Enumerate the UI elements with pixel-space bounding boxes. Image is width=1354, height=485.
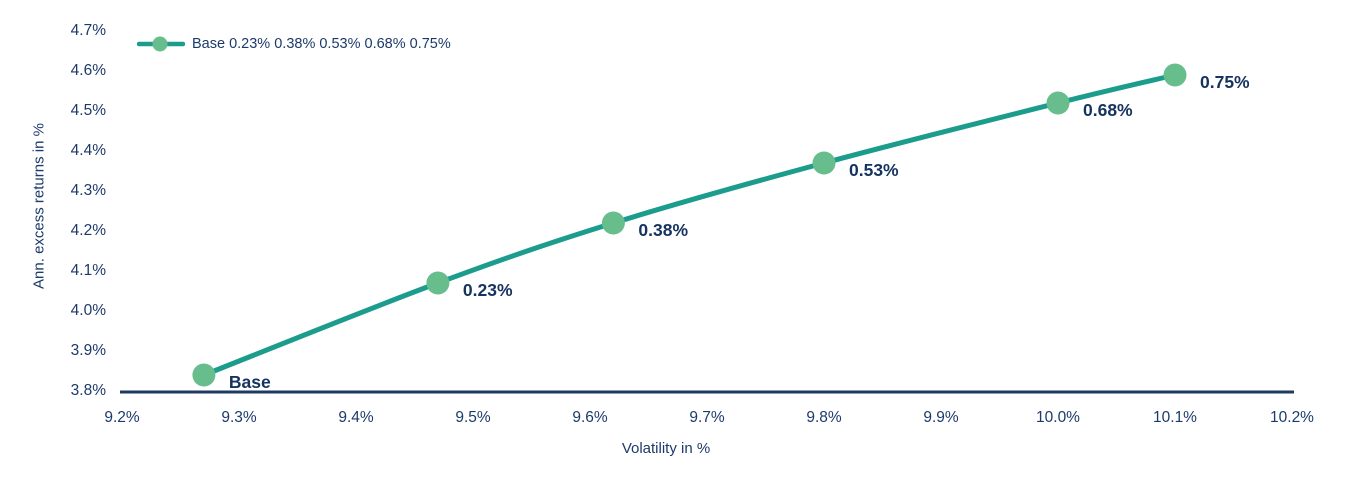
data-point-marker <box>192 363 216 387</box>
y-tick-label: 4.0% <box>70 302 106 319</box>
x-axis-title: Volatility in % <box>621 440 711 457</box>
y-tick-label: 4.4% <box>70 142 106 159</box>
x-tick-label: 9.7% <box>689 409 725 426</box>
data-point-label: 0.68% <box>1083 100 1133 120</box>
data-point-marker <box>812 151 836 175</box>
data-point-marker <box>601 211 625 235</box>
y-tick-label: 4.2% <box>70 222 106 239</box>
x-tick-label: 10.1% <box>1153 409 1197 426</box>
x-tick-label: 9.2% <box>104 409 140 426</box>
legend: Base 0.23% 0.38% 0.53% 0.68% 0.75% <box>137 35 451 53</box>
data-point-label: Base <box>228 372 271 392</box>
data-point-label: 0.23% <box>462 280 513 300</box>
y-tick-label: 3.9% <box>70 342 106 359</box>
series-line <box>201 72 1178 378</box>
x-tick-label: 10.0% <box>1036 409 1080 426</box>
x-tick-label: 9.6% <box>572 409 608 426</box>
x-tick-label: 9.9% <box>923 409 959 426</box>
data-point-label: 0.75% <box>1200 72 1250 92</box>
data-point-label: 0.53% <box>849 160 899 180</box>
y-tick-label: 4.1% <box>70 262 106 279</box>
y-tick-label: 4.6% <box>70 62 106 79</box>
x-tick-label: 9.8% <box>806 409 842 426</box>
data-point-marker <box>426 271 450 295</box>
y-tick-label: 4.7% <box>70 22 106 39</box>
data-point-marker <box>1046 91 1070 115</box>
y-tick-label: 4.5% <box>70 102 106 119</box>
data-point-marker <box>1163 63 1187 87</box>
x-tick-label: 9.4% <box>338 409 374 426</box>
x-tick-label: 9.3% <box>221 409 257 426</box>
data-point-label: 0.38% <box>638 220 689 240</box>
y-tick-label: 3.8% <box>70 382 106 399</box>
x-tick-label: 9.5% <box>455 409 491 426</box>
x-tick-label: 10.2% <box>1270 409 1314 426</box>
y-tick-label: 4.3% <box>70 182 106 199</box>
legend-line-marker-icon <box>137 36 185 52</box>
legend-label: Base 0.23% 0.38% 0.53% 0.68% 0.75% <box>192 36 451 52</box>
